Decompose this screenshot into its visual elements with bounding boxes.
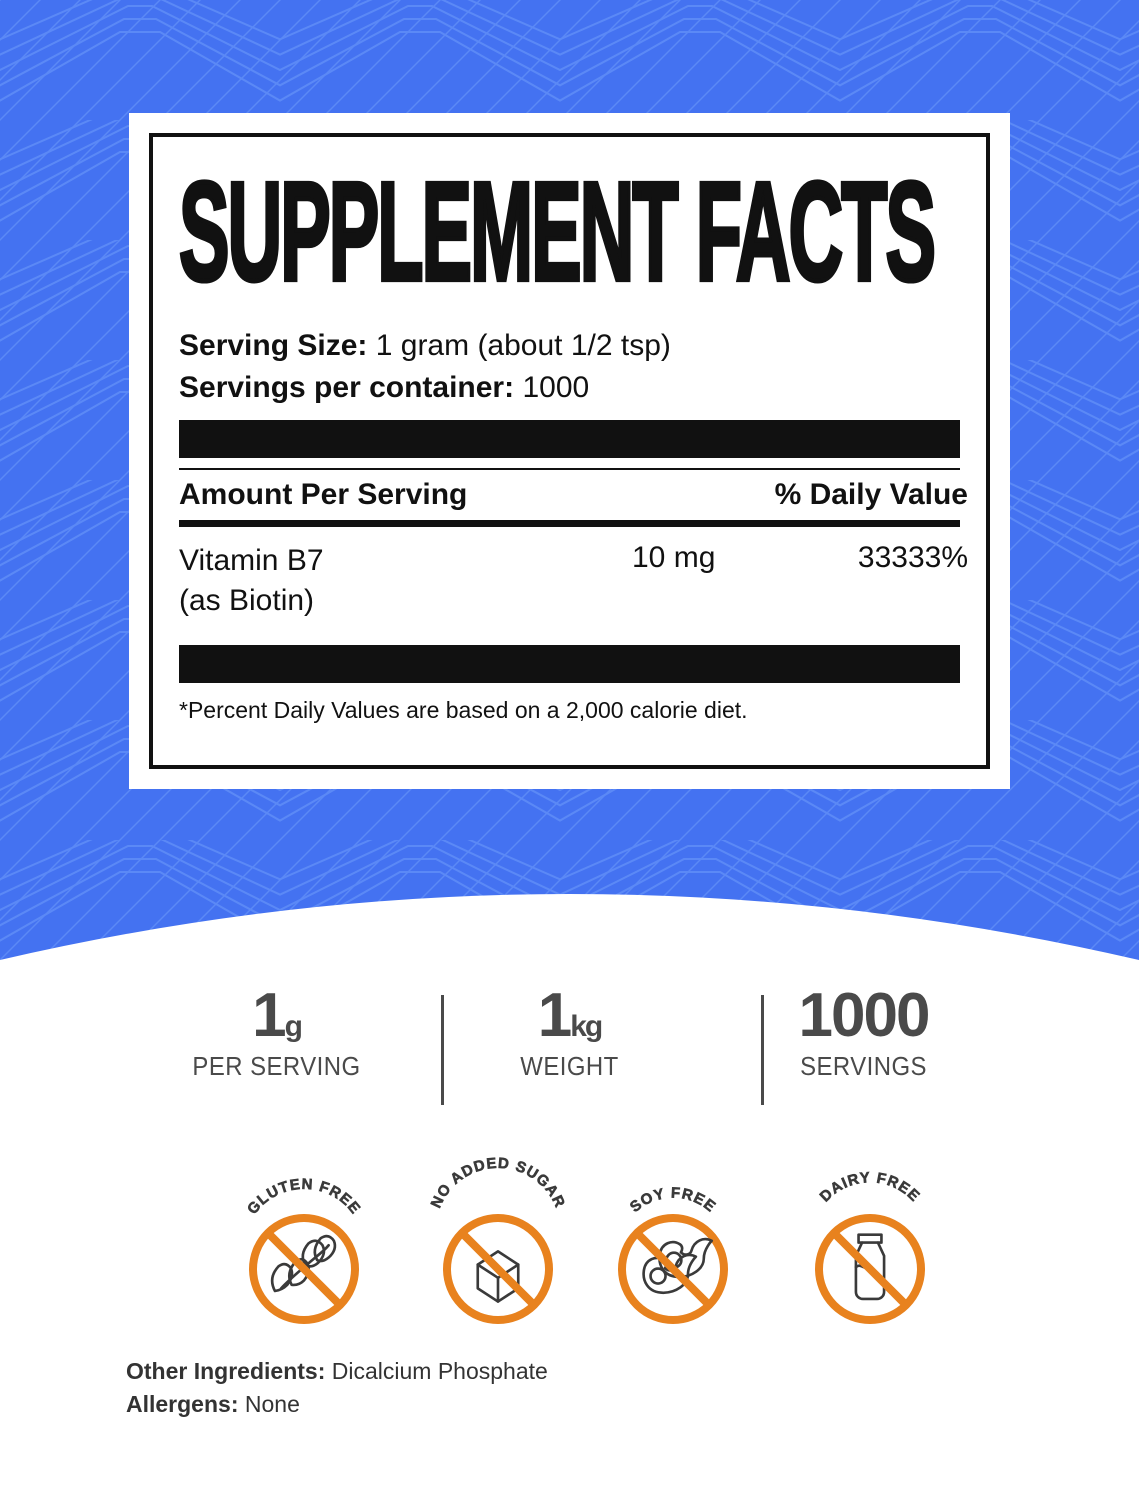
svg-text:GLUTEN FREE: GLUTEN FREE [244,1176,364,1218]
svg-text:DAIRY FREE: DAIRY FREE [817,1169,924,1205]
svg-text:NO ADDED SUGAR: NO ADDED SUGAR [428,1155,568,1211]
svg-text:SOY FREE: SOY FREE [627,1185,719,1216]
